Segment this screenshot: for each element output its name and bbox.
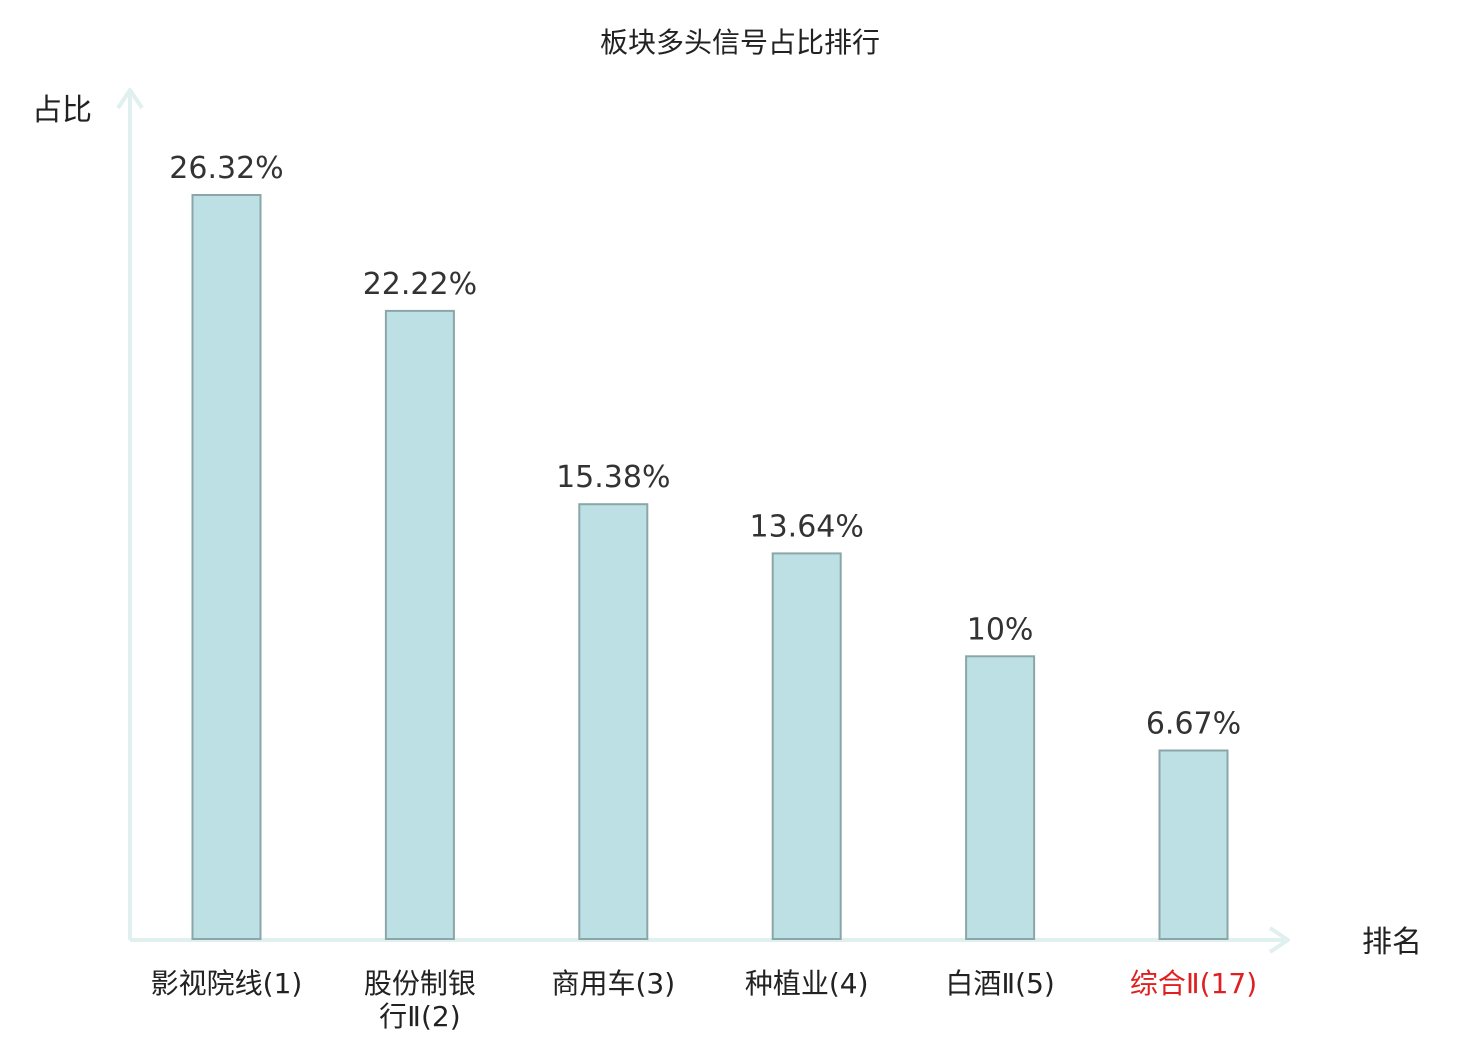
bar-4 <box>771 552 842 941</box>
value-label-5: 10% <box>967 612 1034 647</box>
value-labels-group: 26.32% 22.22% 15.38% 13.64% 10% 6.67% <box>169 151 1241 742</box>
value-label-2: 22.22% <box>363 267 477 302</box>
x-tick-label-2-line-1: 股份制银 <box>364 967 476 1000</box>
x-tick-label-4-line-1: 种植业(4) <box>745 967 869 1000</box>
value-label-1: 26.32% <box>169 151 283 186</box>
x-tick-label-3: 商用车(3) <box>551 967 675 1000</box>
x-tick-label-5: 白酒Ⅱ(5) <box>945 967 1054 1000</box>
value-label-6: 6.67% <box>1146 707 1241 742</box>
y-axis-arrow <box>116 88 144 110</box>
y-axis <box>116 88 144 940</box>
x-tick-label-1-line-1: 影视院线(1) <box>151 967 303 1000</box>
bar-5 <box>965 655 1036 940</box>
x-tick-label-2: 股份制银行Ⅱ(2) <box>364 967 476 1033</box>
x-axis-label: 排名 <box>1362 925 1422 960</box>
x-tick-label-6-line-1: 综合Ⅱ(17) <box>1130 967 1257 1000</box>
bars-group <box>191 194 1229 941</box>
value-label-4: 13.64% <box>750 509 864 544</box>
chart-title: 板块多头信号占比排行 <box>600 26 880 59</box>
x-axis-arrow <box>1268 926 1290 954</box>
bar-6 <box>1158 749 1229 940</box>
x-tick-label-1: 影视院线(1) <box>151 967 303 1000</box>
x-tick-label-5-line-1: 白酒Ⅱ(5) <box>945 967 1054 1000</box>
x-tick-label-4: 种植业(4) <box>745 967 869 1000</box>
x-tick-label-3-line-1: 商用车(3) <box>551 967 675 1000</box>
bar-3 <box>578 503 649 940</box>
bar-2 <box>384 309 455 940</box>
value-label-3: 15.38% <box>556 460 670 495</box>
y-axis-label: 占比 <box>32 93 92 128</box>
x-tick-label-2-line-2: 行Ⅱ(2) <box>379 1000 460 1033</box>
x-tick-labels-group: 影视院线(1) 股份制银行Ⅱ(2) 商用车(3) 种植业(4) 白酒Ⅱ(5) 综合Ⅱ(17… <box>151 967 1257 1033</box>
bar-1 <box>191 194 262 940</box>
x-axis <box>130 926 1290 954</box>
x-tick-label-6: 综合Ⅱ(17) <box>1130 967 1257 1000</box>
